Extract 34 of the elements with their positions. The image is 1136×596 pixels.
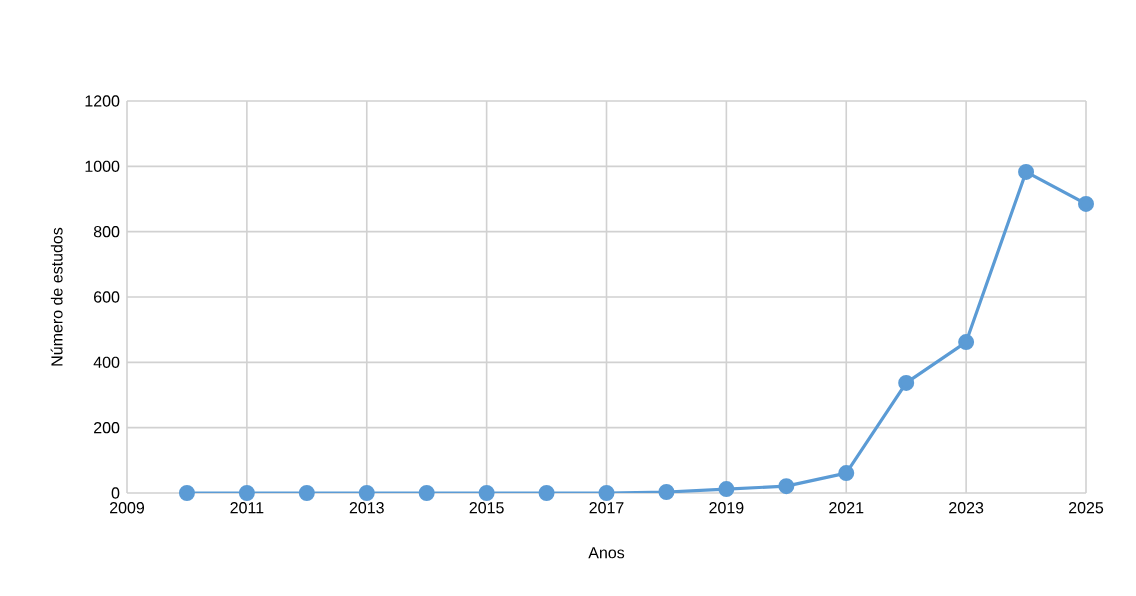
x-tick-label: 2021 [829,502,864,514]
x-tick-label: 2013 [349,502,384,514]
x-tick-label: 2009 [110,502,145,514]
y-tick-label: 1200 [85,95,120,107]
point [958,334,975,351]
point [478,485,495,501]
point [898,374,915,391]
y-tick-label: 400 [93,356,120,368]
x-tick-label: 2025 [1069,502,1104,514]
point [1018,163,1035,180]
point [298,485,315,501]
x-tick-label: 2019 [709,502,744,514]
x-tick-label: 2023 [949,502,984,514]
x-tick-label: 2015 [469,502,504,514]
point [778,478,795,495]
y-tick-label: 200 [94,422,120,434]
point [1078,195,1094,212]
x-tick-label: 2017 [589,502,624,514]
y-tick-label: 800 [93,226,120,238]
point [418,485,435,501]
y-tick-label: 1000 [85,160,120,172]
point [538,485,555,501]
point [718,481,735,498]
point [838,465,855,482]
point [178,485,195,501]
point [238,485,255,501]
y-axis-title: Número de estudos [50,227,63,366]
y-tick-label: 0 [111,487,120,499]
y-tick-label: 600 [94,291,120,303]
point [358,485,375,501]
point [598,485,615,501]
x-tick-label: 2011 [230,502,264,514]
x-axis-title: Anos [588,547,625,559]
point [658,484,675,501]
